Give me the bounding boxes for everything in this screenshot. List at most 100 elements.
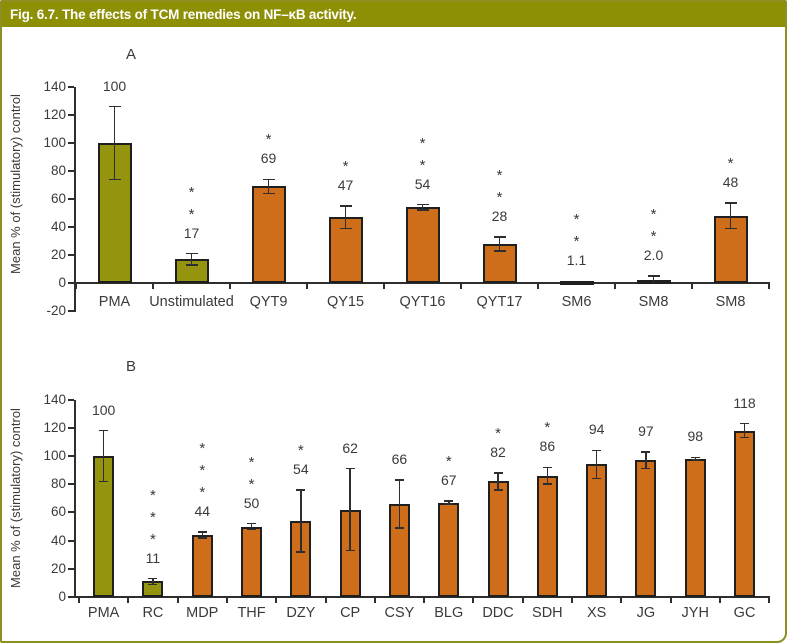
error-bar-cap bbox=[542, 483, 552, 485]
error-bar-cap bbox=[647, 275, 660, 277]
significance-asterisk: * bbox=[297, 441, 304, 459]
significance-asterisk: * bbox=[573, 211, 580, 229]
significance-asterisk: * bbox=[650, 206, 657, 223]
error-bar-cap bbox=[262, 178, 275, 181]
x-tick bbox=[306, 284, 308, 289]
bar-value-label: 118 bbox=[733, 394, 756, 411]
y-tick-label: 140 bbox=[43, 391, 66, 407]
y-tick bbox=[68, 455, 74, 457]
error-bar-cap bbox=[493, 472, 503, 474]
bar-value-label: 82 bbox=[490, 443, 506, 460]
significance-asterisk: * bbox=[150, 530, 156, 548]
panel-label: B bbox=[125, 358, 136, 375]
error-bar-cap bbox=[339, 205, 352, 207]
y-tick-label: 60 bbox=[50, 191, 66, 206]
significance-asterisk: * bbox=[419, 134, 426, 152]
bar bbox=[482, 243, 517, 283]
significance-asterisk: * bbox=[342, 158, 349, 175]
error-bar-cap bbox=[740, 436, 750, 439]
bar-value-label: 66 bbox=[391, 450, 408, 467]
bar bbox=[487, 481, 509, 597]
y-tick bbox=[68, 426, 74, 429]
y-tick-label: 140 bbox=[43, 79, 66, 94]
error-bar-cap bbox=[416, 203, 429, 206]
y-tick bbox=[68, 483, 74, 486]
significance-asterisk: * bbox=[199, 440, 206, 458]
error-bar-line bbox=[300, 489, 302, 552]
error-bar-cap bbox=[394, 479, 404, 481]
y-tick bbox=[68, 254, 74, 256]
error-bar-line bbox=[344, 206, 347, 229]
error-bar-cap bbox=[592, 449, 602, 452]
error-bar-cap bbox=[148, 583, 158, 586]
x-tick bbox=[521, 598, 524, 603]
x-axis-label: RC bbox=[142, 605, 164, 621]
x-tick bbox=[373, 598, 376, 603]
x-axis-label: MDP bbox=[186, 605, 219, 621]
error-bar-line bbox=[250, 523, 253, 530]
x-axis-label: QYT9 bbox=[249, 294, 288, 310]
y-tick bbox=[68, 282, 74, 284]
significance-asterisk: * bbox=[496, 166, 503, 184]
error-bar-line bbox=[421, 204, 424, 211]
x-tick bbox=[571, 598, 573, 603]
y-axis-title: Mean % of (stimulatory) control bbox=[8, 408, 23, 588]
significance-asterisk: * bbox=[150, 508, 156, 526]
bar bbox=[635, 460, 657, 597]
significance-asterisk: * bbox=[248, 475, 255, 493]
error-bar-cap bbox=[444, 500, 454, 502]
error-bar-cap bbox=[197, 531, 207, 533]
significance-asterisk: * bbox=[445, 453, 452, 471]
error-bar-cap bbox=[296, 551, 306, 553]
y-tick-label: 40 bbox=[50, 219, 66, 234]
y-tick-label: 80 bbox=[50, 476, 66, 492]
x-tick bbox=[127, 598, 130, 603]
significance-asterisk: * bbox=[188, 183, 195, 201]
error-bar-cap bbox=[740, 422, 750, 425]
significance-asterisk: * bbox=[544, 419, 551, 437]
bar bbox=[559, 281, 594, 286]
error-bar-line bbox=[102, 430, 105, 482]
significance-asterisk: * bbox=[419, 156, 426, 174]
panel-label: A bbox=[125, 46, 136, 63]
significance-asterisk: * bbox=[727, 155, 734, 173]
bar-value-label: 54 bbox=[414, 175, 431, 192]
y-tick bbox=[68, 86, 74, 88]
bar-value-label: 97 bbox=[638, 422, 654, 439]
x-tick bbox=[423, 598, 426, 603]
error-bar-cap bbox=[148, 577, 158, 580]
x-axis-label: THF bbox=[237, 605, 266, 621]
x-tick bbox=[152, 284, 154, 289]
y-axis-title: Mean % of (stimulatory) control bbox=[8, 94, 23, 274]
bar-value-label: 48 bbox=[722, 174, 739, 191]
x-tick bbox=[768, 598, 771, 603]
x-axis bbox=[74, 282, 770, 284]
error-bar-cap bbox=[296, 489, 306, 491]
x-axis-label: SDH bbox=[532, 605, 563, 621]
y-axis bbox=[74, 87, 76, 312]
bar-value-label: 94 bbox=[588, 421, 605, 438]
error-bar-line bbox=[645, 451, 647, 469]
error-bar-cap bbox=[99, 429, 109, 432]
x-axis-label: QYT17 bbox=[476, 294, 523, 310]
y-tick bbox=[68, 226, 74, 228]
x-tick bbox=[275, 598, 278, 603]
y-tick-label: 120 bbox=[43, 419, 66, 435]
error-bar-cap bbox=[592, 477, 602, 480]
x-axis-label: DZY bbox=[286, 605, 316, 621]
error-bar-cap bbox=[690, 459, 700, 461]
y-tick-label: -20 bbox=[46, 303, 66, 318]
y-tick bbox=[68, 567, 74, 570]
x-tick bbox=[620, 598, 623, 603]
x-axis-label: XS bbox=[586, 605, 607, 621]
x-tick bbox=[768, 284, 770, 289]
significance-asterisk: * bbox=[188, 205, 195, 223]
y-tick-label: 100 bbox=[43, 448, 66, 463]
error-bar-cap bbox=[690, 456, 700, 459]
error-bar-cap bbox=[247, 522, 257, 525]
significance-asterisk: * bbox=[199, 462, 206, 480]
error-bar-cap bbox=[262, 192, 275, 195]
x-axis-label: JYH bbox=[681, 605, 709, 621]
